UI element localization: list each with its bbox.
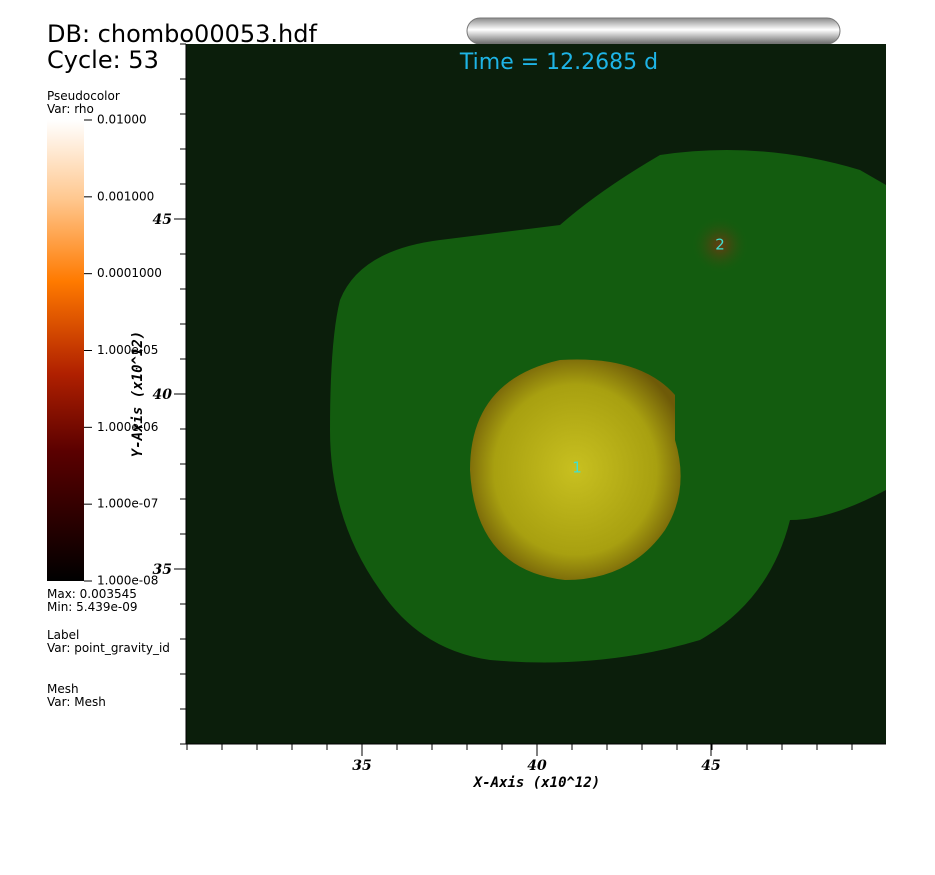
label-var: Var: point_gravity_id	[47, 641, 170, 655]
x-tick-label: 45	[701, 758, 720, 774]
point-label: 2	[715, 236, 725, 254]
colorbar	[47, 120, 84, 581]
colorbar-label: 0.01000	[97, 113, 147, 127]
colorbar-label: 1.000e-05	[97, 343, 158, 357]
time-slider[interactable]	[466, 17, 841, 45]
label-title: Label	[47, 628, 79, 642]
mesh-var: Var: Mesh	[47, 695, 106, 709]
colorbar-label: 0.0001000	[97, 266, 162, 280]
x-tick-label: 35	[352, 758, 371, 774]
time-label: Time = 12.2685 d	[459, 50, 658, 75]
cycle: Cycle: 53	[47, 46, 159, 74]
companion-glow	[692, 217, 748, 273]
y-tick-label: 40	[153, 387, 173, 403]
y-axis-title: Y-Axis (x10^12)	[130, 331, 146, 457]
legend-min: Min: 5.439e-09	[47, 600, 138, 614]
colorbar-label: 0.001000	[97, 189, 154, 203]
legend-plot: Pseudocolor	[47, 89, 120, 103]
colorbar-label: 1.000e-08	[97, 574, 158, 588]
point-label: 1	[572, 459, 582, 477]
legend-max: Max: 0.003545	[47, 587, 137, 601]
legend-var: Var: rho	[47, 102, 94, 116]
core	[470, 359, 681, 580]
y-tick-label: 45	[153, 212, 172, 228]
y-tick-label: 35	[153, 562, 172, 578]
x-tick-label: 40	[527, 758, 547, 774]
colorbar-label: 1.000e-07	[97, 497, 158, 511]
db-name: DB: chombo00053.hdf	[47, 20, 317, 48]
x-axis-title: X-Axis (x10^12)	[473, 775, 600, 791]
colorbar-label: 1.000e-06	[97, 420, 158, 434]
mesh-title: Mesh	[47, 682, 79, 696]
